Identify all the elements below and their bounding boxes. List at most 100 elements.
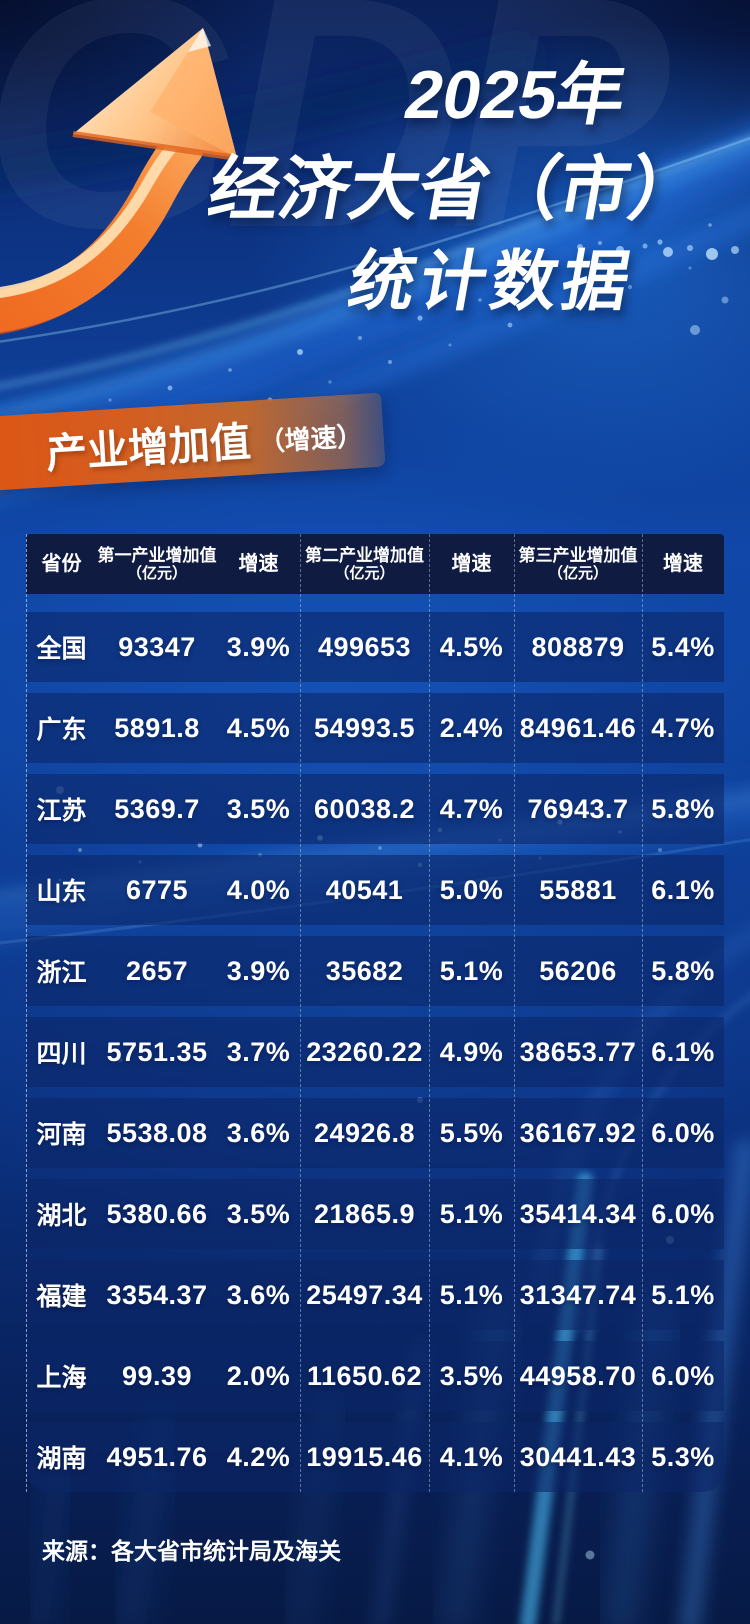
secondary-value-cell: 35682	[325, 955, 404, 986]
primary-value-cell: 99.39	[121, 1360, 193, 1391]
table-row: 河南 5538.08 3.6% 24926.8 5.5% 36167.92 6.…	[26, 1098, 724, 1168]
tertiary-value-cell: 808879	[531, 631, 625, 662]
secondary-value-cell: 60038.2	[313, 793, 416, 824]
column-header-province: 省份	[41, 552, 82, 575]
table-row: 广东 5891.8 4.5% 54993.5 2.4% 84961.46 4.7…	[26, 693, 724, 763]
province-cell: 福建	[36, 1283, 87, 1311]
primary-value-cell: 3354.37	[106, 1279, 208, 1310]
primary-growth-cell: 3.5%	[226, 1198, 291, 1229]
primary-value-cell: 5891.8	[114, 712, 200, 743]
primary-value-cell: 5380.66	[106, 1198, 208, 1229]
tertiary-growth-cell: 6.0%	[651, 1198, 715, 1229]
tertiary-value-cell: 36167.92	[519, 1117, 637, 1148]
primary-growth-cell: 3.9%	[226, 631, 291, 662]
poster-title: 2025年 经济大省（市） 统计数据	[137, 57, 750, 318]
column-header-secondary-industry: 第二产业增加值 （亿元）	[305, 545, 424, 583]
table-body: 全国 93347 3.9% 499653 4.5% 808879 5.4% 广东…	[26, 612, 724, 1492]
primary-value-cell: 4951.76	[106, 1441, 208, 1472]
column-header-growth-2: 增速	[451, 552, 492, 575]
table-row: 湖南 4951.76 4.2% 19915.46 4.1% 30441.43 5…	[26, 1422, 724, 1492]
primary-value-cell: 5538.08	[106, 1117, 208, 1148]
tertiary-value-cell: 44958.70	[519, 1360, 637, 1391]
primary-growth-cell: 3.9%	[226, 955, 291, 986]
secondary-value-cell: 23260.22	[306, 1036, 423, 1067]
tertiary-growth-cell: 6.1%	[651, 1036, 715, 1067]
primary-value-cell: 5751.35	[106, 1036, 208, 1067]
tertiary-value-cell: 55881	[539, 874, 617, 905]
primary-growth-cell: 3.5%	[226, 793, 291, 824]
table-row: 浙江 2657 3.9% 35682 5.1% 56206 5.8%	[26, 936, 724, 1006]
section-banner-title: 产业增加值	[44, 418, 253, 478]
secondary-growth-cell: 5.5%	[439, 1117, 504, 1148]
province-cell: 山东	[36, 878, 87, 906]
tertiary-growth-cell: 5.1%	[651, 1279, 715, 1310]
column-header-primary-industry: 第一产业增加值 （亿元）	[97, 545, 217, 583]
secondary-growth-cell: 5.1%	[439, 1198, 504, 1229]
primary-growth-cell: 3.6%	[226, 1117, 291, 1148]
tertiary-growth-cell: 6.1%	[651, 874, 715, 905]
tertiary-value-cell: 35414.34	[519, 1198, 637, 1229]
table-row: 江苏 5369.7 3.5% 60038.2 4.7% 76943.7 5.8%	[26, 774, 724, 844]
secondary-growth-cell: 5.1%	[439, 955, 504, 986]
secondary-value-cell: 54993.5	[313, 712, 416, 743]
column-divider	[26, 534, 27, 1492]
secondary-growth-cell: 5.0%	[439, 874, 504, 905]
table-row: 湖北 5380.66 3.5% 21865.9 5.1% 35414.34 6.…	[26, 1179, 724, 1249]
primary-value-cell: 2657	[125, 955, 189, 986]
title-sub: 统计数据	[343, 243, 641, 318]
primary-growth-cell: 3.7%	[226, 1036, 291, 1067]
primary-value-cell: 93347	[118, 631, 196, 662]
secondary-growth-cell: 4.5%	[439, 631, 504, 662]
primary-growth-cell: 4.0%	[226, 874, 291, 905]
secondary-value-cell: 11650.62	[306, 1360, 423, 1391]
secondary-value-cell: 21865.9	[313, 1198, 416, 1229]
province-cell: 河南	[36, 1121, 87, 1149]
title-year: 2025年	[399, 57, 632, 133]
rising-arrow-icon	[0, 28, 238, 335]
secondary-growth-cell: 4.1%	[439, 1441, 504, 1472]
primary-growth-cell: 4.5%	[226, 712, 291, 743]
tertiary-value-cell: 84961.46	[519, 712, 637, 743]
primary-growth-cell: 4.2%	[226, 1441, 291, 1472]
tertiary-value-cell: 31347.74	[519, 1279, 637, 1310]
tertiary-growth-cell: 4.7%	[651, 712, 715, 743]
tertiary-growth-cell: 5.8%	[651, 955, 715, 986]
tertiary-growth-cell: 5.4%	[651, 631, 715, 662]
title-main: 经济大省（市）	[202, 150, 707, 229]
column-header-growth-3: 增速	[663, 552, 703, 575]
secondary-growth-cell: 3.5%	[439, 1360, 504, 1391]
province-cell: 湖北	[36, 1202, 87, 1230]
secondary-value-cell: 40541	[325, 874, 404, 905]
province-cell: 全国	[36, 635, 87, 663]
primary-growth-cell: 2.0%	[226, 1360, 291, 1391]
province-cell: 浙江	[36, 959, 87, 987]
tertiary-value-cell: 30441.43	[519, 1441, 637, 1472]
tertiary-growth-cell: 5.8%	[651, 793, 715, 824]
tertiary-value-cell: 38653.77	[519, 1036, 637, 1067]
secondary-growth-cell: 4.7%	[439, 793, 504, 824]
column-header-tertiary-industry: 第三产业增加值 （亿元）	[518, 545, 638, 583]
secondary-growth-cell: 5.1%	[439, 1279, 504, 1310]
table-row: 福建 3354.37 3.6% 25497.34 5.1% 31347.74 5…	[26, 1260, 724, 1330]
province-cell: 广东	[36, 716, 87, 744]
section-banner-subtitle: （增速）	[257, 420, 364, 458]
province-cell: 湖南	[36, 1445, 87, 1473]
tertiary-growth-cell: 5.3%	[651, 1441, 715, 1472]
primary-value-cell: 6775	[125, 874, 189, 905]
column-divider	[26, 534, 27, 1492]
secondary-value-cell: 24926.8	[313, 1117, 416, 1148]
secondary-value-cell: 25497.34	[306, 1279, 423, 1310]
secondary-growth-cell: 4.9%	[439, 1036, 504, 1067]
province-cell: 上海	[36, 1364, 87, 1392]
province-cell: 四川	[36, 1040, 87, 1068]
tertiary-value-cell: 56206	[539, 955, 617, 986]
table-row: 山东 6775 4.0% 40541 5.0% 55881 6.1%	[26, 855, 724, 925]
table-row: 全国 93347 3.9% 499653 4.5% 808879 5.4%	[26, 612, 724, 682]
primary-growth-cell: 3.6%	[226, 1279, 291, 1310]
secondary-value-cell: 19915.46	[306, 1441, 423, 1472]
primary-value-cell: 5369.7	[114, 793, 200, 824]
table-row: 上海 99.39 2.0% 11650.62 3.5% 44958.70 6.0…	[26, 1341, 724, 1411]
column-divider	[642, 534, 643, 1492]
column-divider	[514, 534, 515, 1492]
